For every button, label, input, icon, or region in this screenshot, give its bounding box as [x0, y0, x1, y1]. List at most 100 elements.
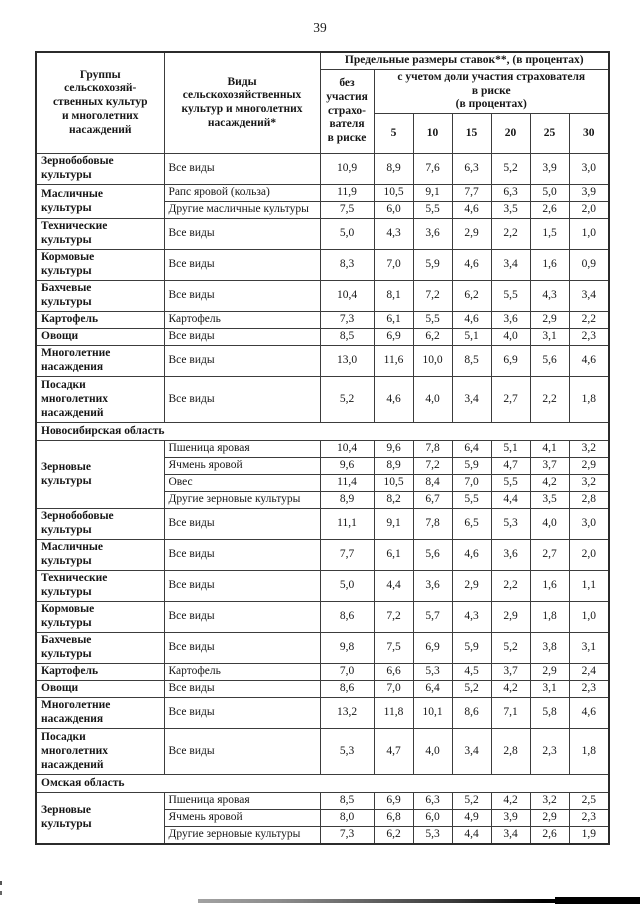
rate-cell: 8,5: [451, 345, 492, 378]
rate-cell: 8,2: [373, 491, 414, 510]
rate-cell: 7,8: [412, 440, 453, 459]
region-row: Омская область: [35, 774, 610, 794]
rate-cell: 13,2: [319, 697, 375, 730]
rate-cell: 5,6: [412, 539, 453, 572]
rate-cell: 6,9: [490, 345, 531, 378]
group-cell: Зерновые культуры: [35, 792, 165, 845]
rate-cell: 2,9: [490, 601, 531, 634]
rate-cell: 3,2: [529, 792, 570, 811]
table-row: Зерновые культуры Пшеница яровая 10,4 9,6 7,…: [35, 440, 610, 510]
rate-cell: 8,0: [319, 809, 375, 828]
rate-cell: 1,5: [529, 218, 570, 251]
rate-cell: 5,2: [451, 792, 492, 811]
rate-cell: 5,9: [451, 632, 492, 665]
table-row: Многолетние насаждения Все виды 13,2 11,8 10…: [35, 697, 610, 730]
rate-cell: 4,6: [451, 249, 492, 282]
table-row: Посадки многолетних насаждений Все виды 5,…: [35, 728, 610, 776]
rate-cell: 4,6: [373, 376, 414, 424]
header-row-2: без участия страхо- вателя в риске с уче…: [36, 68, 610, 155]
rate-cell: 4,1: [529, 440, 570, 459]
rate-cell: 8,6: [319, 680, 375, 699]
rate-cell: 10,9: [319, 153, 375, 186]
kind-cell: Все виды: [163, 728, 321, 776]
table-row: Посадки многолетних насаждений Все виды 5,…: [35, 376, 610, 424]
group-cell: Многолетние насаждения: [35, 345, 165, 378]
group-cell: Кормовые культуры: [35, 249, 165, 282]
rate-cell: 3,7: [529, 457, 570, 476]
rate-cell: 2,9: [529, 809, 570, 828]
rate-cell: 4,2: [529, 474, 570, 493]
rate-cell: 3,4: [451, 728, 492, 776]
rate-cell: 6,3: [451, 153, 492, 186]
rate-cell: 2,6: [529, 201, 570, 220]
rate-cell: 4,2: [490, 680, 531, 699]
rate-cell: 8,5: [319, 328, 375, 347]
header-percent-25: 25: [529, 113, 570, 155]
rate-cell: 4,6: [451, 311, 492, 330]
header-rates-title: Предельные размеры ставок**, (в процента…: [319, 51, 610, 70]
rate-cell: 3,1: [568, 632, 610, 665]
table-row: Масличные культуры Рапс яровой (кольза) 11…: [35, 184, 610, 220]
group-cell: Овощи: [35, 680, 165, 699]
scan-artifact-edge-mark: [0, 891, 2, 895]
rate-cell: 3,6: [412, 570, 453, 603]
rate-cell: 4,4: [373, 570, 414, 603]
rate-cell: 7,5: [319, 201, 375, 220]
rate-cell: 7,1: [490, 697, 531, 730]
rate-cell: 2,9: [451, 570, 492, 603]
table-row: Технические культуры Все виды 5,0 4,4 3,6 2,9…: [35, 570, 610, 603]
rate-cell: 8,5: [319, 792, 375, 811]
rate-cell: 3,0: [568, 153, 610, 186]
rate-cell: 8,9: [373, 457, 414, 476]
header-percent-20: 20: [490, 113, 531, 155]
group-cell: Бахчевые культуры: [35, 632, 165, 665]
rate-cell: 9,8: [319, 632, 375, 665]
rate-cell: 2,3: [529, 728, 570, 776]
rate-cell: 5,9: [412, 249, 453, 282]
rate-cell: 4,0: [490, 328, 531, 347]
rate-cell: 7,3: [319, 826, 375, 845]
rate-cell: 7,3: [319, 311, 375, 330]
region-header: Омская область: [35, 774, 610, 794]
rate-cell: 9,1: [412, 184, 453, 203]
region-header: Новосибирская область: [35, 422, 610, 442]
rate-cell: 5,0: [319, 218, 375, 251]
rate-cell: 5,5: [490, 474, 531, 493]
rate-cell: 7,2: [373, 601, 414, 634]
rate-cell: 7,8: [412, 508, 453, 541]
rate-cell: 2,2: [568, 311, 610, 330]
table-row: Овощи Все виды 8,6 7,0 6,4 5,2 4,2 3,1 2,3: [35, 680, 610, 699]
scan-artifact-bar: [198, 899, 640, 903]
kind-cell: Рапс яровой (кольза): [163, 184, 321, 203]
kind-cell: Другие зерновые культуры: [163, 826, 321, 845]
rate-cell: 1,0: [568, 218, 610, 251]
rate-cell: 7,0: [319, 663, 375, 682]
rate-cell: 2,6: [529, 826, 570, 845]
rate-cell: 2,8: [490, 728, 531, 776]
rate-cell: 5,2: [490, 632, 531, 665]
rate-cell: 3,2: [568, 440, 610, 459]
rate-cell: 3,2: [568, 474, 610, 493]
rate-cell: 5,1: [490, 440, 531, 459]
rate-cell: 4,3: [451, 601, 492, 634]
rate-cell: 3,4: [490, 249, 531, 282]
rate-cell: 5,2: [490, 153, 531, 186]
table-row: Многолетние насаждения Все виды 13,0 11,6 10…: [35, 345, 610, 378]
rate-cell: 4,3: [529, 280, 570, 313]
rate-cell: 5,5: [412, 201, 453, 220]
rate-cell: 0,9: [568, 249, 610, 282]
rate-cell: 7,0: [373, 249, 414, 282]
rate-cell: 1,8: [529, 601, 570, 634]
rate-cell: 7,0: [451, 474, 492, 493]
rate-cell: 5,5: [490, 280, 531, 313]
rate-cell: 4,9: [451, 809, 492, 828]
rate-cell: 10,4: [319, 280, 375, 313]
rate-cell: 5,6: [529, 345, 570, 378]
table-row: Масличные культуры Все виды 7,7 6,1 5,6 4,6 3,…: [35, 539, 610, 572]
rate-cell: 6,4: [451, 440, 492, 459]
rate-cell: 7,2: [412, 280, 453, 313]
rate-cell: 10,4: [319, 440, 375, 459]
kind-cell: Картофель: [163, 663, 321, 682]
rate-cell: 7,5: [373, 632, 414, 665]
kind-cell: Все виды: [163, 218, 321, 251]
